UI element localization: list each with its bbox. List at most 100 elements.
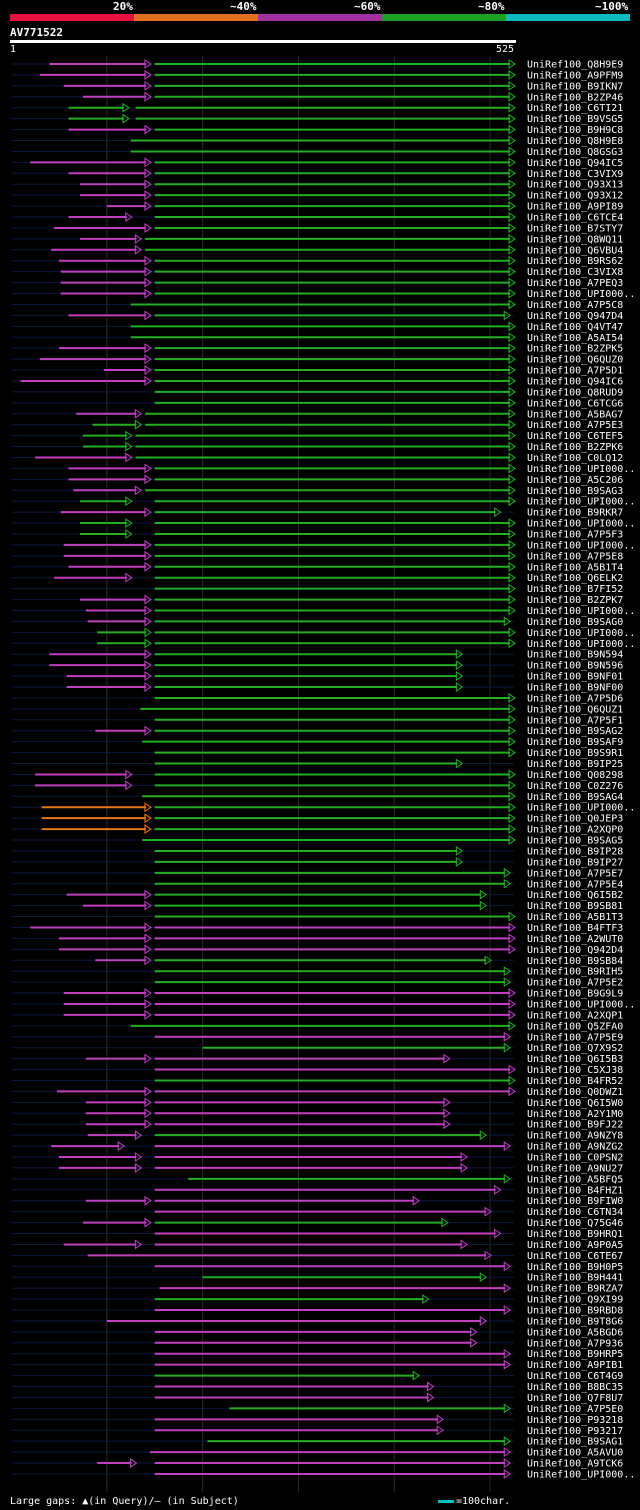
hit-label[interactable]: UniRef100_Q94IC6 [527, 376, 623, 387]
hit-label[interactable]: UniRef100_A2WUT0 [527, 934, 623, 945]
hit-label[interactable]: UniRef100_C6TCG6 [527, 398, 623, 409]
hit-label[interactable]: UniRef100_B9G9L9 [527, 989, 623, 1000]
hit-label[interactable]: UniRef100_Q4VT47 [527, 322, 623, 333]
hit-label[interactable]: UniRef100_B7FI52 [527, 584, 623, 595]
hit-label[interactable]: UniRef100_B2ZP46 [527, 92, 623, 103]
hit-label[interactable]: UniRef100_Q0DWZ1 [527, 1087, 623, 1098]
hit-label[interactable]: UniRef100_A2Y1M0 [527, 1109, 623, 1120]
hit-label[interactable]: UniRef100_UPI000.. [527, 999, 635, 1010]
hit-label[interactable]: UniRef100_B9IP28 [527, 846, 623, 857]
hit-label[interactable]: UniRef100_A9NU27 [527, 1163, 623, 1174]
hit-label[interactable]: UniRef100_A7PEQ3 [527, 278, 623, 289]
hit-label[interactable]: UniRef100_B9NF01 [527, 672, 623, 683]
hit-label[interactable]: UniRef100_A7P5D1 [527, 366, 623, 377]
hit-label[interactable]: UniRef100_A7P5E8 [527, 551, 623, 562]
hit-label[interactable]: UniRef100_B9HRP5 [527, 1349, 623, 1360]
hit-label[interactable]: UniRef100_B9IP25 [527, 759, 623, 770]
hit-label[interactable]: UniRef100_Q6ELK2 [527, 573, 623, 584]
hit-label[interactable]: UniRef100_UPI000.. [527, 497, 635, 508]
hit-label[interactable]: UniRef100_Q7F8U7 [527, 1393, 623, 1404]
hit-label[interactable]: UniRef100_A5BAG7 [527, 409, 623, 420]
hit-label[interactable]: UniRef100_Q6I5B3 [527, 1054, 623, 1065]
hit-label[interactable]: UniRef100_A2XQP0 [527, 825, 623, 836]
hit-label[interactable]: UniRef100_A7P5F3 [527, 529, 623, 540]
hit-label[interactable]: UniRef100_A7P936 [527, 1338, 623, 1349]
hit-label[interactable]: UniRef100_P93218 [527, 1415, 623, 1426]
hit-label[interactable]: UniRef100_B2ZPK5 [527, 344, 623, 355]
hit-label[interactable]: UniRef100_A5C206 [527, 475, 623, 486]
hit-label[interactable]: UniRef100_UPI000.. [527, 639, 635, 650]
hit-label[interactable]: UniRef100_B9SAG1 [527, 1437, 623, 1448]
hit-label[interactable]: UniRef100_P93217 [527, 1426, 623, 1437]
hit-label[interactable]: UniRef100_Q6VBU4 [527, 245, 623, 256]
hit-label[interactable]: UniRef100_A9NZG2 [527, 1142, 623, 1153]
hit-label[interactable]: UniRef100_B9SAG4 [527, 792, 623, 803]
hit-label[interactable]: UniRef100_A5B1T3 [527, 912, 623, 923]
hit-label[interactable]: UniRef100_UPI000.. [527, 628, 635, 639]
hit-label[interactable]: UniRef100_C3VIX9 [527, 169, 623, 180]
hit-label[interactable]: UniRef100_A7P5C8 [527, 300, 623, 311]
hit-label[interactable]: UniRef100_B4FR52 [527, 1076, 623, 1087]
hit-label[interactable]: UniRef100_B9FIW0 [527, 1196, 623, 1207]
hit-label[interactable]: UniRef100_A5BGD6 [527, 1327, 623, 1338]
hit-label[interactable]: UniRef100_Q8GSG3 [527, 147, 623, 158]
hit-label[interactable]: UniRef100_Q93X12 [527, 191, 623, 202]
hit-label[interactable]: UniRef100_Q8H9E9 [527, 60, 623, 71]
hit-label[interactable]: UniRef100_Q8RUD9 [527, 387, 623, 398]
hit-label[interactable]: UniRef100_B9IKN7 [527, 81, 623, 92]
hit-label[interactable]: UniRef100_Q6QUZ0 [527, 355, 623, 366]
hit-label[interactable]: UniRef100_C5XJ38 [527, 1065, 623, 1076]
hit-label[interactable]: UniRef100_B2ZPK6 [527, 442, 623, 453]
hit-label[interactable]: UniRef100_A7P5E7 [527, 868, 623, 879]
hit-label[interactable]: UniRef100_B2ZPK7 [527, 595, 623, 606]
hit-label[interactable]: UniRef100_B9SAF9 [527, 737, 623, 748]
hit-label[interactable]: UniRef100_B9SAG3 [527, 486, 623, 497]
hit-label[interactable]: UniRef100_C6TI21 [527, 103, 623, 114]
hit-label[interactable]: UniRef100_B9NF00 [527, 683, 623, 694]
hit-label[interactable]: UniRef100_A9NZY8 [527, 1131, 623, 1142]
hit-label[interactable]: UniRef100_Q7X9S2 [527, 1043, 623, 1054]
hit-label[interactable]: UniRef100_A9TCK6 [527, 1459, 623, 1470]
hit-label[interactable]: UniRef100_UPI000.. [527, 1469, 635, 1480]
hit-label[interactable]: UniRef100_Q08298 [527, 770, 623, 781]
hit-label[interactable]: UniRef100_B9RKR7 [527, 508, 623, 519]
hit-label[interactable]: UniRef100_A5AI54 [527, 333, 623, 344]
hit-label[interactable]: UniRef100_B9N596 [527, 661, 623, 672]
hit-label[interactable]: UniRef100_B9RBD8 [527, 1306, 623, 1317]
hit-label[interactable]: UniRef100_Q93X13 [527, 180, 623, 191]
hit-label[interactable]: UniRef100_Q6QUZ1 [527, 704, 623, 715]
hit-label[interactable]: UniRef100_Q0JEP3 [527, 814, 623, 825]
hit-label[interactable]: UniRef100_B9HRQ1 [527, 1229, 623, 1240]
hit-label[interactable]: UniRef100_Q8H9E8 [527, 136, 623, 147]
hit-label[interactable]: UniRef100_Q5ZFA0 [527, 1021, 623, 1032]
hit-label[interactable]: UniRef100_B7STY7 [527, 223, 623, 234]
hit-label[interactable]: UniRef100_C6TEF5 [527, 431, 623, 442]
hit-label[interactable]: UniRef100_A7P5E4 [527, 879, 623, 890]
hit-label[interactable]: UniRef100_B9SAG2 [527, 726, 623, 737]
hit-label[interactable]: UniRef100_Q75G46 [527, 1218, 623, 1229]
hit-label[interactable]: UniRef100_C6TE67 [527, 1251, 623, 1262]
hit-label[interactable]: UniRef100_A7P5E9 [527, 1032, 623, 1043]
hit-label[interactable]: UniRef100_B4FTF3 [527, 923, 623, 934]
hit-label[interactable]: UniRef100_Q9XI99 [527, 1295, 623, 1306]
hit-label[interactable]: UniRef100_B9SB81 [527, 901, 623, 912]
hit-label[interactable]: UniRef100_A7P5E3 [527, 420, 623, 431]
hit-label[interactable]: UniRef100_B8BC35 [527, 1382, 623, 1393]
hit-label[interactable]: UniRef100_A9PI89 [527, 202, 623, 213]
hit-label[interactable]: UniRef100_B9T8G6 [527, 1316, 623, 1327]
hit-label[interactable]: UniRef100_A5AVU0 [527, 1448, 623, 1459]
hit-label[interactable]: UniRef100_UPI000.. [527, 540, 635, 551]
hit-label[interactable]: UniRef100_B9VSG5 [527, 114, 623, 125]
hit-label[interactable]: UniRef100_B9SAG5 [527, 836, 623, 847]
hit-label[interactable]: UniRef100_A7P5E0 [527, 1404, 623, 1415]
hit-label[interactable]: UniRef100_C3VIX8 [527, 267, 623, 278]
hit-label[interactable]: UniRef100_B9N594 [527, 650, 623, 661]
hit-label[interactable]: UniRef100_C0LQ12 [527, 453, 623, 464]
hit-label[interactable]: UniRef100_B9H0P5 [527, 1262, 623, 1273]
hit-label[interactable]: UniRef100_Q6I5B2 [527, 890, 623, 901]
hit-label[interactable]: UniRef100_A5B1T4 [527, 562, 623, 573]
hit-label[interactable]: UniRef100_B9H9C8 [527, 125, 623, 136]
hit-label[interactable]: UniRef100_A9P0A5 [527, 1240, 623, 1251]
hit-label[interactable]: UniRef100_UPI000.. [527, 606, 635, 617]
hit-label[interactable]: UniRef100_A9PFM9 [527, 70, 623, 81]
